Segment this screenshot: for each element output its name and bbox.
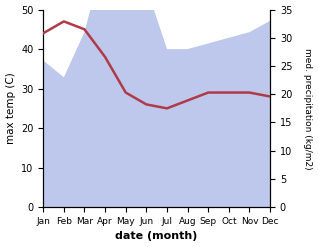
- Y-axis label: max temp (C): max temp (C): [5, 72, 16, 144]
- X-axis label: date (month): date (month): [115, 231, 198, 242]
- Y-axis label: med. precipitation (kg/m2): med. precipitation (kg/m2): [303, 48, 313, 169]
